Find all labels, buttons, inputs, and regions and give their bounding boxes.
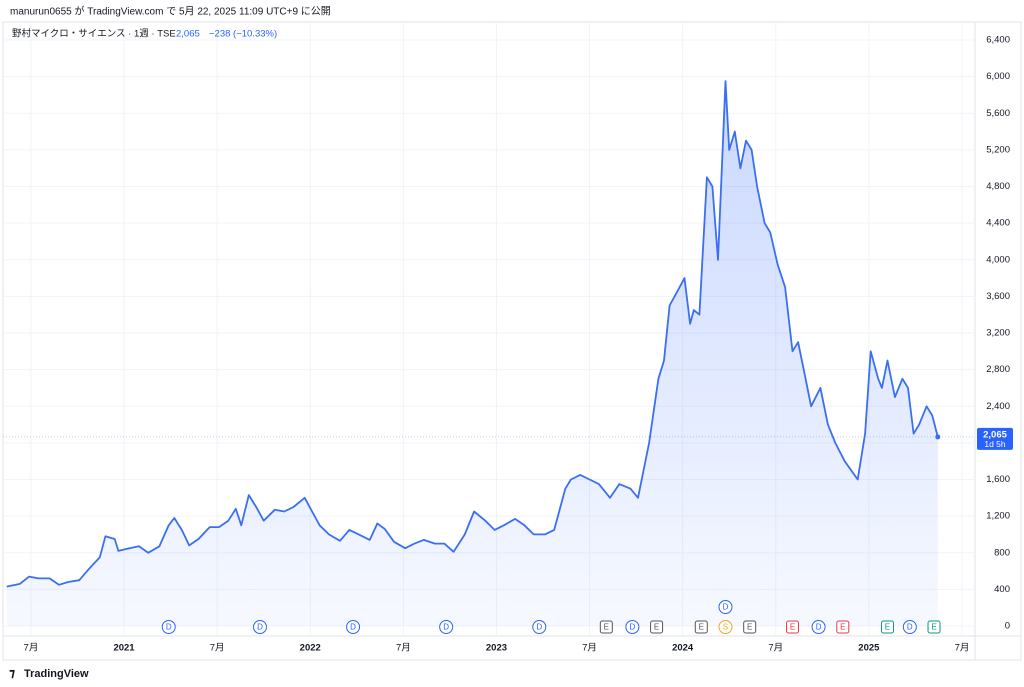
event-label: D: [907, 623, 913, 632]
y-tick-label: 1,200: [986, 511, 1010, 522]
legend-price: 2,065: [176, 29, 200, 40]
event-marker: [599, 620, 613, 634]
y-tick-label: 6,400: [986, 35, 1010, 46]
event-label: S: [723, 623, 728, 632]
event-marker: [694, 620, 708, 634]
event-marker: [346, 620, 361, 634]
x-tick-label: 2022: [300, 643, 321, 654]
event-marker: [743, 620, 757, 634]
event-marker: [532, 620, 547, 634]
event-label: D: [257, 623, 263, 632]
y-tick-label: 400: [994, 584, 1010, 595]
x-tick-label: 7月: [768, 643, 783, 654]
y-tick-label: 1,600: [986, 474, 1010, 485]
x-tick-label: 7月: [396, 643, 411, 654]
x-tick-label: 7月: [210, 643, 225, 654]
legend-change: −238 (−10.33%): [209, 29, 277, 40]
event-marker: [625, 620, 640, 634]
y-tick-label: 3,600: [986, 291, 1010, 302]
event-label: E: [699, 623, 704, 632]
event-marker: [718, 620, 733, 634]
last-point: [935, 434, 941, 440]
y-tick-label: 4,400: [986, 218, 1010, 229]
y-tick-label: 6,000: [986, 71, 1010, 82]
event-marker: [927, 620, 941, 634]
logo-icon: ⁊: [9, 666, 15, 680]
last-price-badge: [977, 427, 1013, 450]
frame: [2, 21, 1022, 661]
event-marker: [880, 620, 894, 634]
event-marker: [252, 620, 267, 634]
event-label: E: [604, 623, 609, 632]
event-label: D: [166, 623, 172, 632]
event-label: E: [790, 623, 795, 632]
y-tick-label: 5,200: [986, 144, 1010, 155]
y-tick-label: 0: [1005, 621, 1010, 632]
event-label: E: [840, 623, 845, 632]
event-marker: [439, 620, 454, 634]
x-tick-label: 2021: [113, 643, 135, 654]
event-label: E: [931, 623, 936, 632]
event-marker: [902, 620, 917, 634]
header: manurun0655 が TradingView.com で 5月 22, 2…: [10, 5, 331, 18]
x-tick-label: 7月: [955, 643, 970, 654]
event-marker: [650, 620, 664, 634]
x-tick-label: 7月: [24, 643, 39, 654]
price-line: [6, 80, 939, 588]
event-label: D: [816, 623, 822, 632]
event-label: D: [629, 623, 635, 632]
x-tick-label: 2024: [672, 643, 694, 654]
x-tick-label: 7月: [582, 643, 597, 654]
y-tick-label: 2,800: [986, 364, 1010, 375]
y-tick-label: 5,600: [986, 108, 1010, 119]
footer-logo: TradingView: [24, 668, 89, 680]
x-tick-label: 2023: [486, 643, 507, 654]
last-price-label: 2,065: [983, 429, 1007, 440]
x-tick-label: 2025: [858, 643, 880, 654]
event-marker: [786, 620, 800, 634]
event-marker: [718, 600, 733, 614]
y-tick-label: 4,800: [986, 181, 1010, 192]
event-label: D: [350, 623, 356, 632]
event-label: D: [723, 603, 729, 612]
event-label: E: [747, 623, 752, 632]
y-tick-label: 800: [994, 547, 1010, 558]
event-label: D: [443, 623, 449, 632]
event-marker: [811, 620, 826, 634]
legend-title: 野村マイクロ・サイエンス · 1週 · TSE: [12, 28, 176, 40]
y-tick-label: 2,400: [986, 401, 1010, 412]
countdown-label: 1d 5h: [984, 439, 1006, 449]
event-marker: [836, 620, 850, 634]
event-marker: [161, 620, 176, 634]
event-label: E: [885, 623, 890, 632]
event-label: E: [654, 623, 659, 632]
y-tick-label: 4,000: [986, 254, 1010, 265]
event-label: D: [536, 623, 542, 632]
y-tick-label: 3,200: [986, 328, 1010, 339]
